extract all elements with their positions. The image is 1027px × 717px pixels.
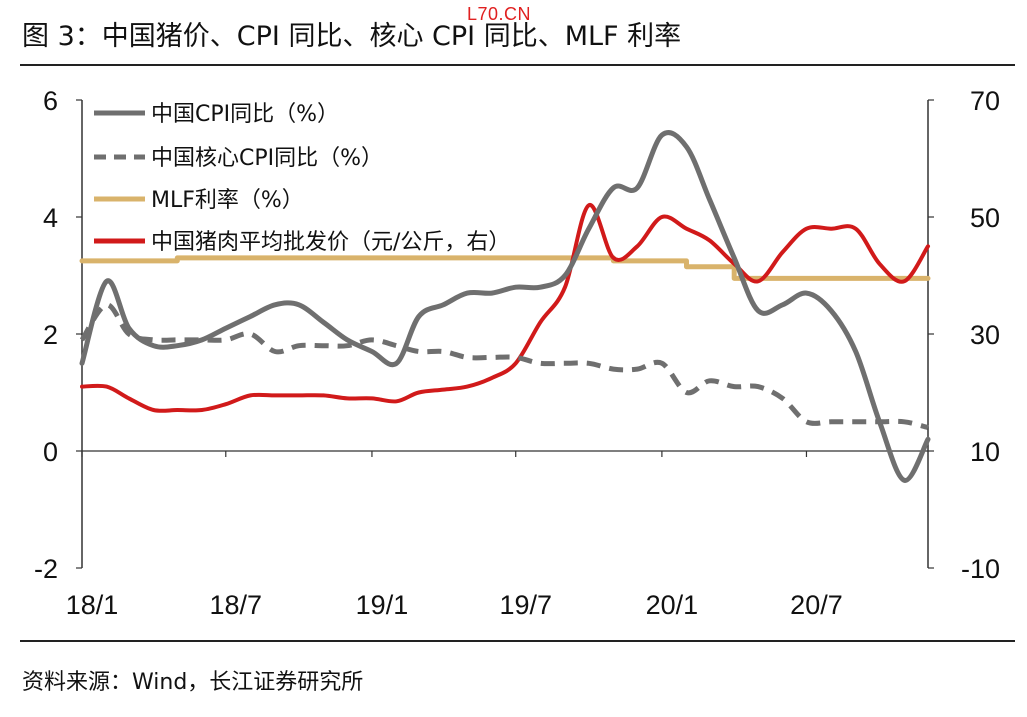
left-tick-label: -2	[34, 554, 58, 584]
left-tick-label: 2	[43, 320, 58, 350]
x-tick-label: 19/7	[499, 590, 552, 620]
legend-label: MLF利率（%）	[151, 188, 304, 213]
x-tick-label: 18/7	[209, 590, 262, 620]
x-tick-label: 19/1	[356, 590, 409, 620]
pork-price-series-line	[80, 203, 930, 413]
cpi-series-line	[79, 130, 931, 483]
right-tick-label: -10	[961, 554, 1000, 584]
right-tick-label: 70	[970, 86, 1000, 116]
legend-label: 中国CPI同比（%）	[151, 102, 339, 127]
axes: -2 0 2 4 6 -10 10 30 50 70 18/1 18/7 19/1 19/7 20/1 20/…	[34, 86, 1000, 620]
series-lines	[79, 130, 931, 483]
legend: 中国CPI同比（%） 中国核心CPI同比（%） MLF利率（%） 中国猪肉平均批发价（…	[94, 102, 510, 255]
top-rule	[20, 64, 1015, 66]
source-note: 资料来源：Wind，长江证券研究所	[22, 670, 364, 695]
left-tick-label: 0	[43, 437, 58, 467]
left-tick-label: 6	[43, 86, 58, 116]
left-tick-label: 4	[43, 203, 58, 233]
bottom-rule	[20, 640, 1015, 642]
legend-label: 中国核心CPI同比（%）	[151, 146, 383, 171]
x-tick-label: 18/1	[66, 590, 119, 620]
mlf-series-line	[79, 255, 931, 281]
x-tick-label: 20/1	[646, 590, 699, 620]
legend-label: 中国猪肉平均批发价（元/公斤，右）	[151, 230, 510, 255]
right-tick-label: 10	[970, 437, 1000, 467]
figure-title: 图 3：中国猪价、CPI 同比、核心 CPI 同比、MLF 利率	[22, 21, 682, 52]
core-cpi-series-line	[79, 302, 929, 431]
watermark: L70.CN	[467, 4, 532, 24]
right-tick-label: 30	[970, 320, 1000, 350]
right-tick-label: 50	[970, 203, 1000, 233]
x-tick-label: 20/7	[790, 590, 843, 620]
